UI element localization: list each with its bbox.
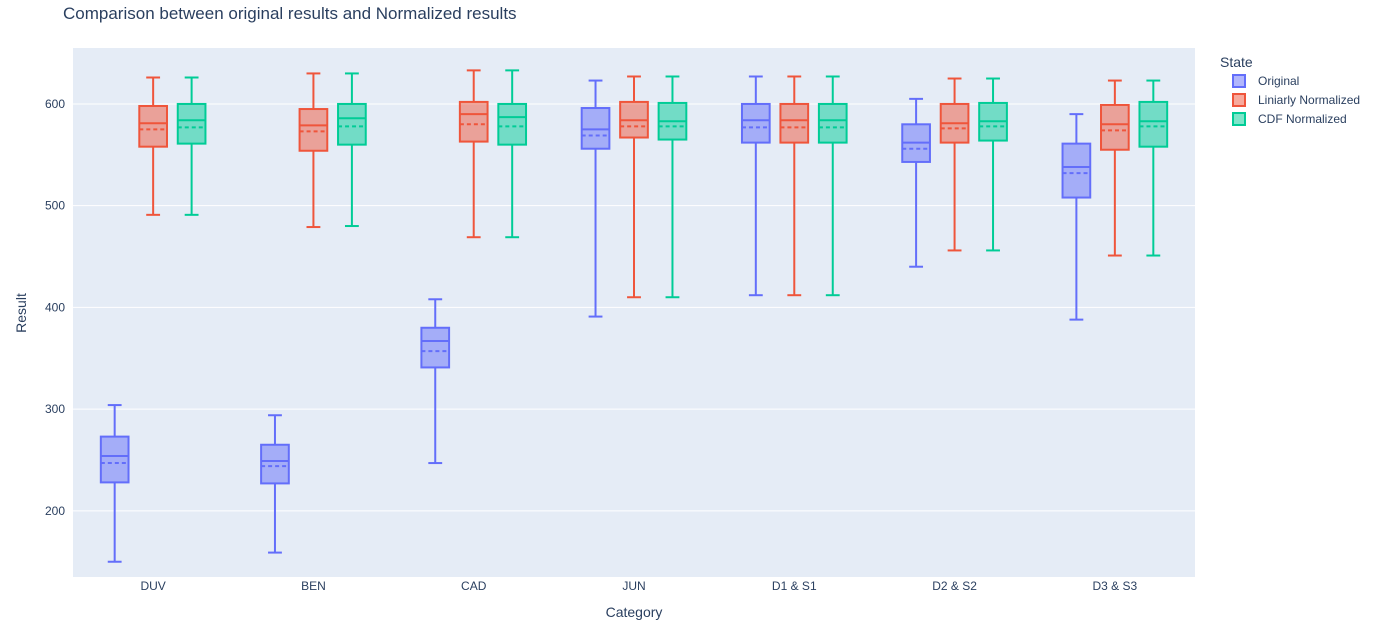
legend-swatch: [1232, 93, 1246, 107]
box-original[interactable]: [260, 414, 290, 554]
x-tick-label: D3 & S3: [1093, 579, 1138, 593]
interquartile-box: [337, 102, 367, 146]
box-original[interactable]: [901, 97, 931, 268]
box-cdf-normalized[interactable]: [978, 77, 1008, 252]
box-liniarly-normalized[interactable]: [939, 77, 970, 252]
box-cdf-normalized[interactable]: [497, 69, 528, 239]
legend-label: CDF Normalized: [1258, 112, 1347, 126]
x-tick-label: CAD: [461, 579, 487, 593]
interquartile-box: [817, 102, 848, 144]
y-tick-label: 500: [45, 199, 65, 213]
interquartile-box: [298, 108, 329, 152]
x-axis-title: Category: [606, 604, 663, 620]
box-liniarly-normalized[interactable]: [458, 69, 489, 239]
box-cdf-normalized[interactable]: [176, 76, 207, 216]
legend-swatch: [1232, 112, 1246, 126]
y-axis-title: Result: [13, 293, 29, 333]
box-cdf-normalized[interactable]: [657, 75, 688, 299]
y-tick-label: 600: [45, 97, 65, 111]
interquartile-box: [1061, 142, 1092, 199]
y-tick-label: 300: [45, 402, 65, 416]
box-liniarly-normalized[interactable]: [779, 75, 810, 297]
legend-label: Original: [1258, 74, 1299, 88]
interquartile-box: [138, 104, 168, 148]
legend-item[interactable]: CDF Normalized: [1232, 112, 1347, 126]
x-tick-label: D1 & S1: [772, 579, 817, 593]
legend-title: State: [1220, 54, 1253, 70]
x-tick-label: JUN: [622, 579, 645, 593]
interquartile-box: [99, 435, 130, 484]
legend-item[interactable]: Original: [1232, 74, 1299, 88]
interquartile-box: [176, 102, 207, 145]
box-cdf-normalized[interactable]: [337, 72, 367, 228]
box-liniarly-normalized[interactable]: [138, 76, 168, 216]
interquartile-box: [740, 102, 771, 144]
x-tick-label: DUV: [140, 579, 165, 593]
box-liniarly-normalized[interactable]: [619, 75, 649, 299]
interquartile-box: [260, 443, 290, 485]
y-axis-ticks: 200 300 400 500 600: [45, 97, 65, 518]
box-original[interactable]: [740, 75, 771, 297]
interquartile-box: [458, 100, 489, 143]
legend[interactable]: State Original Liniarly Normalized CDF Nor…: [1220, 54, 1360, 126]
box-cdf-normalized[interactable]: [817, 75, 848, 297]
interquartile-box: [1100, 103, 1130, 151]
interquartile-box: [779, 102, 810, 144]
box-original[interactable]: [420, 298, 451, 465]
box-liniarly-normalized[interactable]: [298, 72, 329, 229]
interquartile-box: [420, 326, 451, 369]
y-tick-label: 200: [45, 504, 65, 518]
chart-title: Comparison between original results and …: [63, 4, 517, 23]
box-original[interactable]: [1061, 113, 1092, 321]
x-tick-label: D2 & S2: [932, 579, 977, 593]
interquartile-box: [1138, 100, 1169, 148]
y-tick-label: 400: [45, 300, 65, 314]
box-cdf-normalized[interactable]: [1138, 79, 1169, 257]
x-axis-ticks: DUV BEN CAD JUN D1 & S1 D2 & S2 D3 & S3: [140, 579, 1137, 593]
legend-item[interactable]: Liniarly Normalized: [1232, 93, 1360, 107]
legend-label: Liniarly Normalized: [1258, 93, 1360, 107]
interquartile-box: [497, 102, 528, 146]
box-original[interactable]: [99, 404, 130, 563]
box-liniarly-normalized[interactable]: [1100, 79, 1130, 257]
x-tick-label: BEN: [301, 579, 326, 593]
interquartile-box: [580, 107, 611, 150]
legend-swatch: [1232, 74, 1246, 88]
box-original[interactable]: [580, 79, 611, 318]
box-traces[interactable]: [99, 69, 1169, 563]
